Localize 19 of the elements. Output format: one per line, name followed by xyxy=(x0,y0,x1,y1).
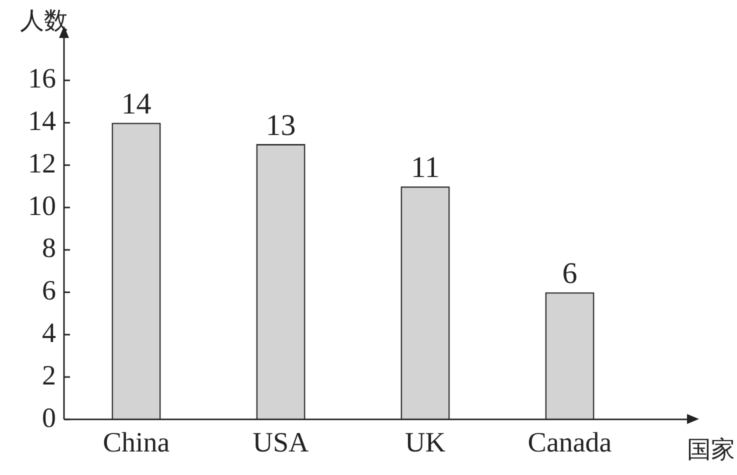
y-tick-label: 6 xyxy=(42,276,56,307)
data-label: 14 xyxy=(121,88,152,121)
x-tick-label: China xyxy=(102,428,170,459)
y-axis-title: 人数 xyxy=(20,8,68,34)
data-label: 13 xyxy=(266,108,296,142)
x-tick-label: UK xyxy=(405,428,446,459)
data-label: 6 xyxy=(562,257,578,290)
y-tick-label: 14 xyxy=(28,106,56,138)
y-tick-label: 12 xyxy=(28,148,56,180)
y-tick-label: 2 xyxy=(42,360,56,392)
y-tick-label: 8 xyxy=(42,233,56,264)
data-label: 11 xyxy=(410,151,440,184)
x-tick-label: Canada xyxy=(528,428,612,459)
x-axis-title: 国家 xyxy=(687,436,735,464)
y-tick-label: 4 xyxy=(42,318,56,350)
y-tick-label: 16 xyxy=(28,64,56,95)
y-tick-label: 10 xyxy=(28,190,56,222)
y-tick-label: 0 xyxy=(42,402,56,434)
x-tick-label: USA xyxy=(252,428,310,459)
